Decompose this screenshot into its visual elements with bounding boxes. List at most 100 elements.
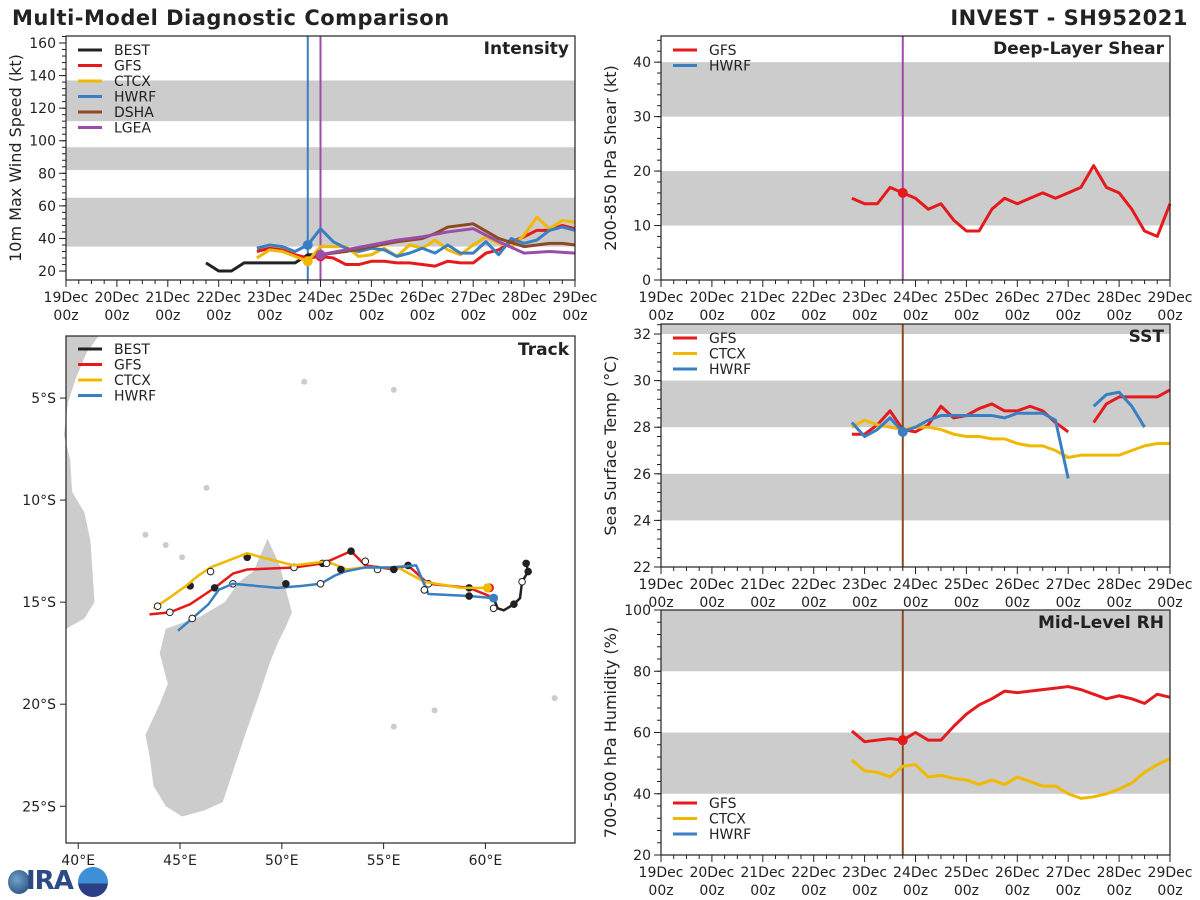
sst-panel: 19Dec 00z 20Dec 00z 21Dec 00z 22Dec 00z 23Dec 00z… (601, 323, 1192, 611)
x-tick-label: 00z (1107, 883, 1132, 899)
x-tick-label: 28Dec (502, 290, 547, 306)
legend-label: CTCX (114, 373, 151, 389)
y-axis-label: Sea Surface Temp (°C) (601, 355, 620, 535)
x-tick-label: 29Dec (1148, 865, 1193, 881)
start-marker-hwrf (489, 593, 499, 603)
y-tick-label: 100 (624, 603, 651, 619)
legend-label: GFS (114, 59, 142, 75)
y-tick-label: 140 (29, 69, 56, 85)
legend-label: GFS (114, 358, 142, 374)
x-tick-label: 00z (648, 308, 673, 324)
legend-label: BEST (114, 43, 150, 59)
x-tick-label: 22Dec (196, 290, 241, 306)
series-line-dsha (320, 222, 576, 257)
track-marker (322, 559, 331, 568)
x-tick-label: 27Dec (1046, 577, 1091, 593)
map-frame (65, 335, 576, 844)
x-tick-label: 00z (104, 308, 129, 324)
x-tick-label: 00z (648, 595, 673, 611)
y-tick-label: 24 (633, 513, 651, 529)
y-tick-label: 100 (29, 134, 56, 150)
legend-label: CTCX (709, 347, 746, 363)
start-marker-ctcx (482, 583, 492, 593)
x-tick-label: 00z (801, 595, 826, 611)
x-tick-label: 27Dec (1046, 865, 1091, 881)
rh-panel: 19Dec 00z 20Dec 00z 21Dec 00z 22Dec 00z 23Dec 00z… (601, 603, 1192, 899)
y-axis-label: 10m Max Wind Speed (kt) (6, 54, 25, 262)
track-line-ctcx (152, 551, 488, 610)
y-tick-label: 22 (633, 560, 651, 576)
x-tick-label: 22Dec (791, 865, 836, 881)
globe-icon (8, 870, 30, 894)
series-line-gfs (1092, 388, 1171, 424)
x-tick-label: 25Dec (944, 290, 989, 306)
legend-label: BEST (114, 342, 150, 358)
legend-label: HWRF (114, 90, 156, 106)
x-tick-label: 00z (954, 883, 979, 899)
x-tick-label: 00z (903, 883, 928, 899)
y-tick-label: 80 (633, 664, 651, 680)
x-tick-label: 26Dec (995, 865, 1040, 881)
track-line-hwrf (177, 564, 494, 632)
island-land (179, 554, 186, 561)
legend-label: CTCX (709, 812, 746, 828)
x-tick-label: 29Dec (1148, 290, 1193, 306)
y-tick-label: 26 (633, 467, 651, 483)
x-tick-label: 00z (750, 595, 775, 611)
series-line-hwrf (850, 411, 1070, 479)
x-tick-label: 00z (53, 308, 78, 324)
x-tick-label: 00z (1005, 308, 1030, 324)
island-land (142, 531, 149, 538)
island-land (301, 378, 308, 385)
x-tick-label: 00z (1107, 308, 1132, 324)
x-tick-label: 24Dec (298, 290, 343, 306)
x-tick-label: 21Dec (145, 290, 190, 306)
x-tick-label: 21Dec (740, 290, 785, 306)
y-axis-label: 200-850 hPa Shear (kt) (601, 65, 620, 251)
x-tick-label: 00z (512, 308, 537, 324)
x-tick-label: 24Dec (893, 290, 938, 306)
x-tick-label: 24Dec (893, 865, 938, 881)
x-tick-label: 00z (852, 883, 877, 899)
x-tick-label: 25Dec (944, 865, 989, 881)
track-marker (489, 604, 498, 613)
x-tick-label: 28Dec (1097, 577, 1142, 593)
shaded-band (661, 62, 1170, 117)
x-tick-label: 24Dec (893, 577, 938, 593)
x-tick-label: 19Dec (44, 290, 89, 306)
x-tick-label: 19Dec (639, 290, 684, 306)
x-tick-label: 00z (801, 308, 826, 324)
lat-tick-label: 5°S (31, 391, 56, 407)
series-line-ctcx (850, 757, 1171, 800)
island-land (390, 723, 397, 730)
x-tick-label: 00z (1056, 308, 1081, 324)
track-marker (316, 579, 325, 588)
x-tick-label: 00z (648, 883, 673, 899)
legend-label: GFS (709, 331, 737, 347)
storm-id: INVEST - SH952021 (950, 6, 1188, 30)
x-tick-label: 00z (852, 308, 877, 324)
plot-frame (660, 609, 1171, 856)
y-tick-label: 120 (29, 101, 56, 117)
satellite-emblem-icon (78, 867, 108, 897)
x-tick-label: 00z (750, 883, 775, 899)
x-tick-label: 00z (954, 595, 979, 611)
x-tick-label: 00z (359, 308, 384, 324)
x-tick-label: 26Dec (995, 290, 1040, 306)
legend-label: CTCX (114, 74, 151, 90)
x-tick-label: 00z (1157, 883, 1182, 899)
y-tick-label: 40 (633, 787, 651, 803)
x-tick-label: 00z (1005, 883, 1030, 899)
x-tick-label: 22Dec (791, 577, 836, 593)
island-land (162, 542, 169, 549)
x-tick-label: 23Dec (842, 865, 887, 881)
track-marker (510, 600, 518, 608)
lat-tick-label: 10°S (22, 493, 56, 509)
legend-label: GFS (709, 43, 737, 59)
x-tick-label: 21Dec (740, 865, 785, 881)
legend-label: GFS (709, 796, 737, 812)
series-line-hwrf (1092, 390, 1146, 428)
x-tick-label: 27Dec (1046, 290, 1091, 306)
y-tick-label: 10 (633, 219, 651, 235)
x-tick-label: 00z (461, 308, 486, 324)
